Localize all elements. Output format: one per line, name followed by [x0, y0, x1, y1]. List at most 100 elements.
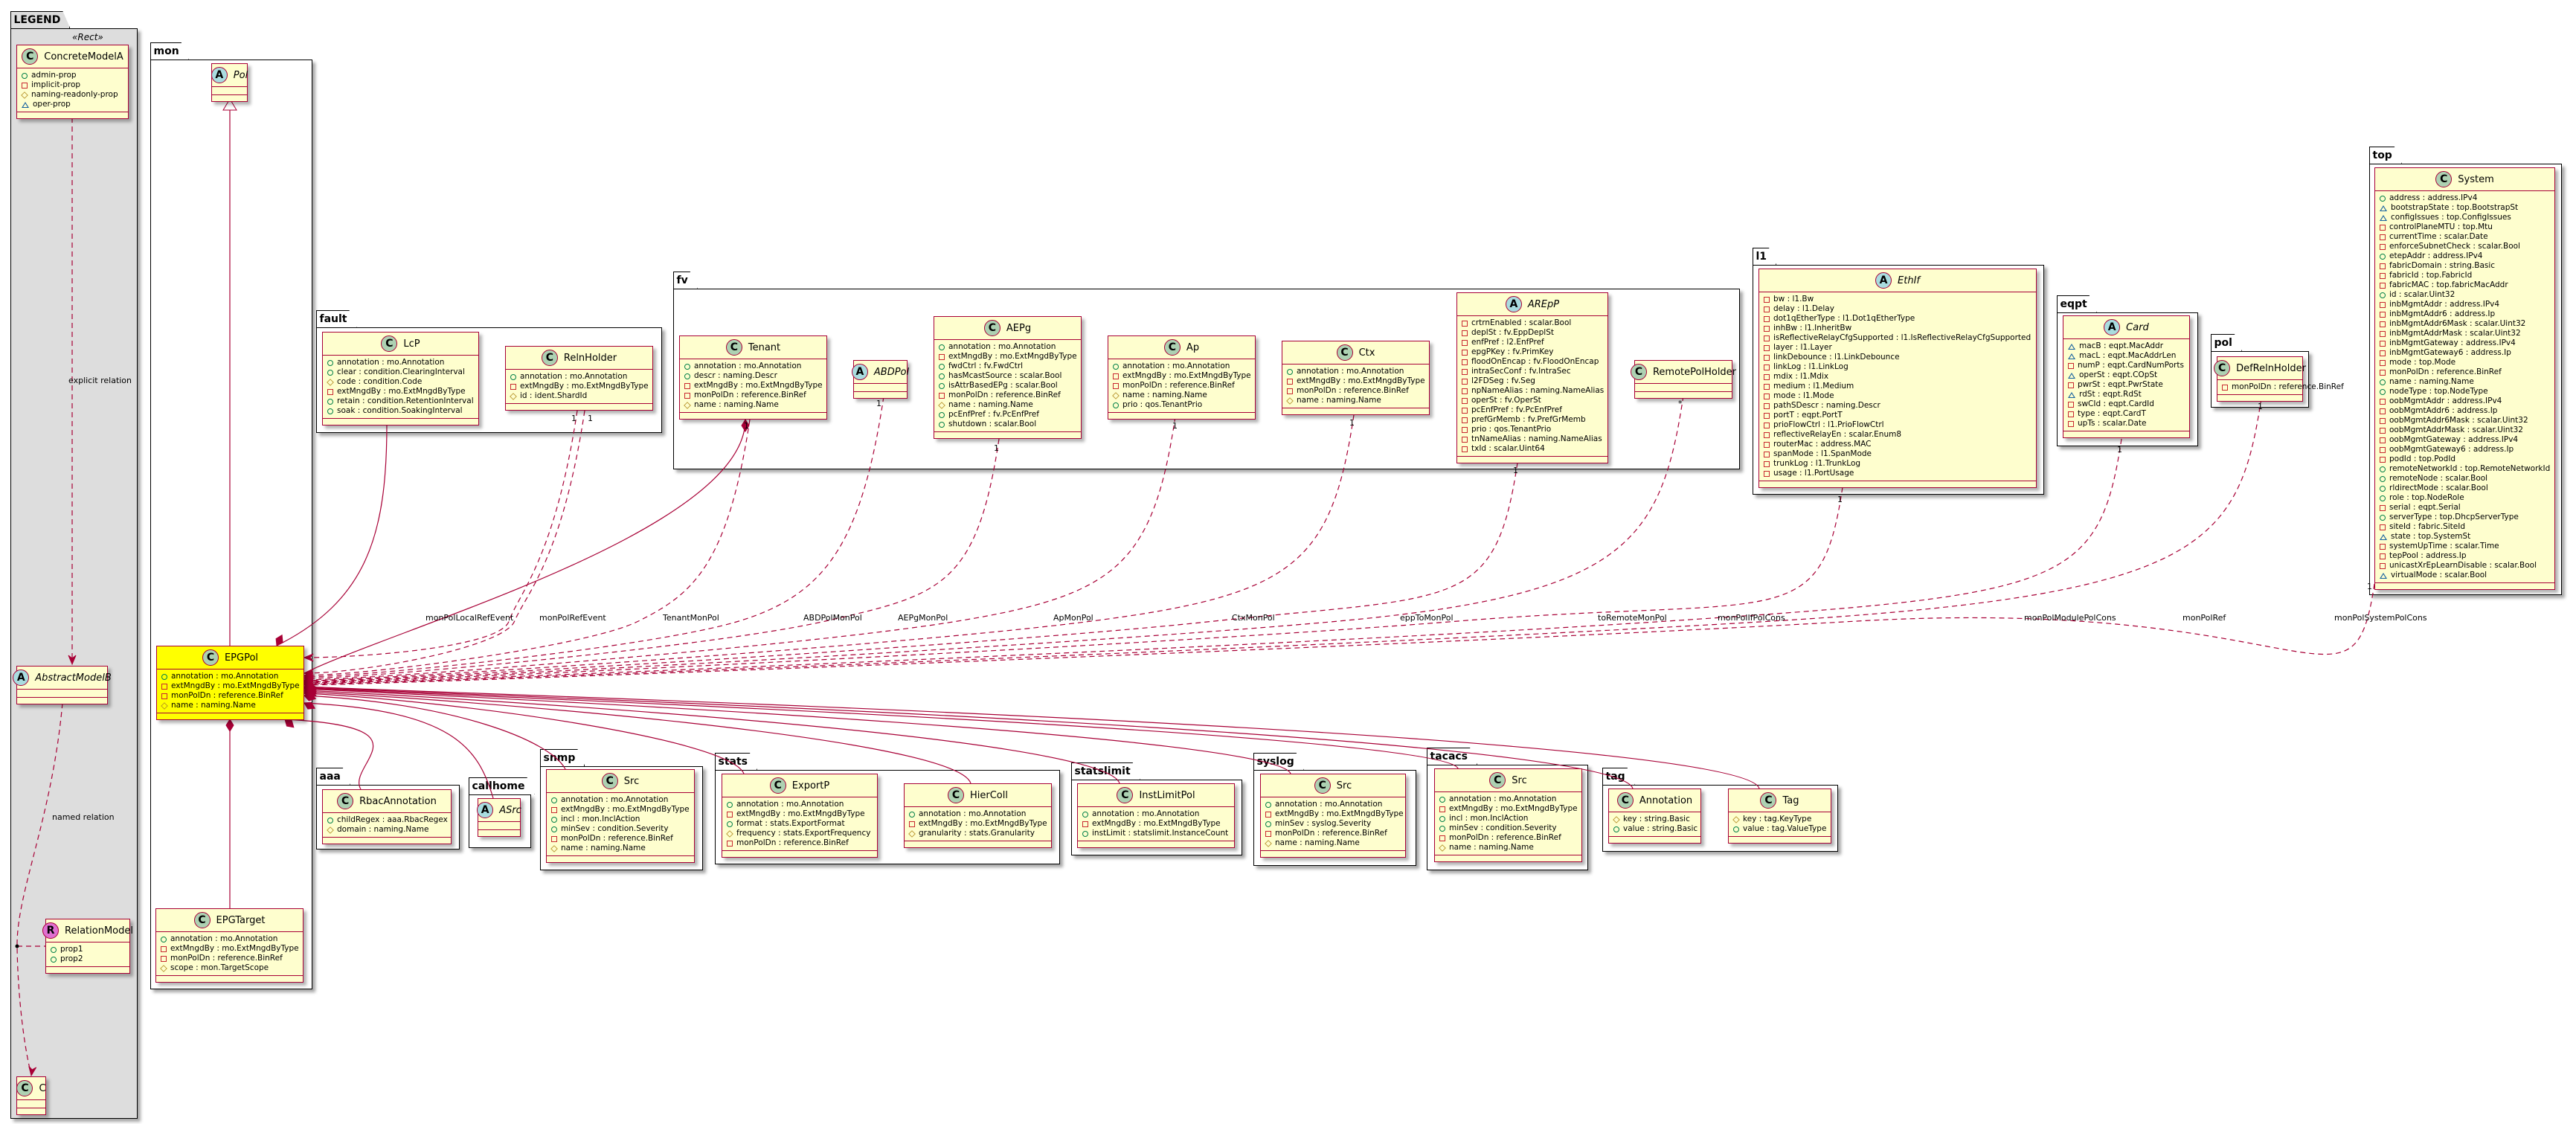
attribute: monPolDn : reference.BinRef [1287, 386, 1424, 396]
attribute: floodOnEncap : fv.FloodOnEncap [1462, 357, 1603, 367]
attribute: extMngdBy : mo.ExtMngdByType [1287, 376, 1425, 386]
class-methods [1435, 855, 1581, 861]
package-tab: statslimit [1071, 762, 1140, 780]
class-EPGTarget[interactable]: C EPGTarget annotation : mo.Annotation extM… [155, 908, 303, 983]
attribute-text: extMngdBy : mo.ExtMngdByType [1275, 809, 1404, 818]
attribute-text: epgPKey : fv.PrimKey [1471, 347, 1554, 356]
class-ExportP[interactable]: C ExportP annotation : mo.Annotation extMng… [722, 774, 878, 858]
attribute: implicit-prop [22, 80, 123, 90]
private-icon [1764, 373, 1770, 380]
attribute: name : naming.Name [161, 701, 299, 710]
attribute-text: prio : qos.TenantPrio [1122, 400, 1203, 409]
class-header: A EthIf [1759, 269, 2036, 292]
class-methods [1108, 413, 1255, 419]
class-snmpSrc[interactable]: C Src annotation : mo.Annotation extMngdBy … [546, 769, 695, 863]
private-icon [1287, 388, 1293, 394]
class-attributes: crtrnEnabled : scalar.Bool deplSt : fv.Ep… [1457, 316, 1607, 457]
attribute-text: hasMcastSource : scalar.Bool [948, 371, 1062, 380]
class-attributes [478, 822, 520, 830]
class-methods [2375, 583, 2554, 589]
attribute-text: type : eqpt.CardT [2078, 409, 2146, 418]
attribute-text: annotation : mo.Annotation [1275, 800, 1383, 809]
class-RbacAnnotation[interactable]: C RbacAnnotation childRegex : aaa.RbacRege… [322, 789, 452, 844]
class-header: C RbacAnnotation [323, 790, 451, 813]
private-icon [1764, 383, 1770, 390]
class-Tenant[interactable]: C Tenant annotation : mo.Annotation descr :… [679, 335, 827, 420]
attribute-text: reflectiveRelayEn : scalar.Enum8 [1773, 430, 1902, 439]
class-LcP[interactable]: C LcP annotation : mo.Annotation clear : co… [322, 332, 479, 425]
relation-label: monPolModulePolCons [2024, 613, 2116, 623]
attribute-text: oobMgmtAddrMask : scalar.Uint32 [2389, 425, 2523, 434]
class-header: C Tenant [680, 336, 826, 359]
private-icon [1764, 402, 1770, 409]
private-icon [1462, 397, 1468, 404]
class-syslogSrc[interactable]: C Src annotation : mo.Annotation extMngdBy … [1260, 774, 1406, 858]
attribute-text: inbMgmtGateway6 : address.Ip [2389, 348, 2511, 357]
attribute-text: annotation : mo.Annotation [948, 342, 1056, 351]
package-icon [2068, 372, 2075, 379]
class-name: RelationModel [65, 925, 133, 937]
public-icon [939, 382, 945, 389]
private-icon [2380, 350, 2386, 356]
private-icon [1462, 378, 1468, 385]
class-System[interactable]: C System address : address.IPv4 bootstrapSt… [2374, 167, 2555, 590]
public-icon [327, 369, 333, 376]
class-TagAnnotation[interactable]: C Annotation key : string.Basic value : str… [1608, 789, 1701, 844]
class-attributes [17, 1100, 45, 1108]
attribute: npNameAlias : naming.NameAlias [1462, 386, 1604, 396]
class-RelnHolder[interactable]: C RelnHolder annotation : mo.Annotation ext… [505, 346, 653, 411]
attribute-text: operSt : fv.OperSt [1471, 396, 1541, 405]
class-ABDPol[interactable]: A ABDPol [851, 360, 909, 399]
attribute-text: name : naming.Name [948, 400, 1033, 409]
class-name: DefRelnHolder [2236, 362, 2306, 374]
class-name: Src [623, 775, 640, 787]
class-attributes: key : string.Basic value : string.Basic [1609, 812, 1700, 837]
protected-icon [550, 844, 558, 852]
class-InstLimitPol[interactable]: C InstLimitPol annotation : mo.Annotation e… [1077, 783, 1235, 848]
class-ConcreteModelA[interactable]: C ConcreteModelA admin-prop implicit-prop na… [16, 45, 129, 119]
class-EthIf[interactable]: A EthIf bw : l1.Bw delay : l1.Delay dot1qEth… [1758, 269, 2037, 488]
class-badge-icon: C [16, 1080, 33, 1096]
protected-icon [1286, 396, 1294, 405]
class-EPGPol[interactable]: C EPGPol annotation : mo.Annotation extMngd… [156, 646, 304, 720]
class-RemotePolHolder[interactable]: C RemotePolHolder [1630, 360, 1736, 399]
attribute: inbMgmtGateway6 : address.Ip [2380, 348, 2550, 358]
attribute-text: annotation : mo.Annotation [1449, 794, 1557, 803]
class-tacacsSrc[interactable]: C Src annotation : mo.Annotation extMngdBy … [1434, 768, 1582, 862]
class-DefRelnHolder[interactable]: C DefRelnHolder monPolDn : reference.BinRe… [2214, 356, 2344, 402]
class-Ctx[interactable]: C Ctx annotation : mo.Annotation extMngdBy … [1282, 341, 1430, 415]
attribute: annotation : mo.Annotation [161, 672, 299, 681]
class-AEPg[interactable]: C AEPg annotation : mo.Annotation extMngdBy… [934, 316, 1082, 439]
multiplicity: 1 [994, 443, 999, 453]
multiplicity: 1 [744, 421, 749, 431]
attribute: name : naming.Name [2380, 377, 2550, 387]
class-AbstractModelB[interactable]: A AbstractModelB [13, 666, 112, 704]
attribute: prio : qos.TenantPrio [1113, 400, 1250, 410]
public-icon [51, 946, 57, 953]
attribute: key : string.Basic [1613, 815, 1696, 824]
class-HierColl[interactable]: C HierColl annotation : mo.Annotation extMn… [904, 783, 1052, 848]
class-Pol[interactable]: A Pol [211, 63, 248, 102]
class-badge-icon: C [193, 912, 211, 928]
private-icon [2380, 321, 2386, 327]
attribute: pcEnfPref : fv.PcEnfPref [1462, 405, 1603, 415]
class-ASrc[interactable]: A ASrc [477, 798, 521, 837]
class-badge-icon: C [22, 48, 39, 65]
private-icon [1462, 330, 1468, 336]
class-RelationModel[interactable]: R RelationModel prop1 prop2 [42, 919, 133, 974]
class-methods [1282, 408, 1429, 414]
class-Ap[interactable]: C Ap annotation : mo.Annotation extMngdBy :… [1108, 335, 1256, 420]
public-icon [1439, 796, 1445, 803]
private-icon [684, 392, 690, 399]
class-Tag[interactable]: C Tag key : tag.KeyType value : tag.ValueTy… [1728, 789, 1831, 844]
class-methods [157, 713, 303, 719]
attribute: granularity : stats.Granularity [908, 829, 1047, 838]
class-AREpP[interactable]: A AREpP crtrnEnabled : scalar.Bool deplSt :… [1456, 292, 1608, 463]
public-icon [727, 801, 733, 808]
attribute: pcEnfPref : fv.PcEnfPref [939, 410, 1076, 420]
class-Card[interactable]: A Card macB : eqpt.MacAddr macL : eqpt.MacA… [2063, 315, 2190, 438]
attribute: naming-readonly-prop [21, 90, 123, 100]
private-icon [1265, 830, 1271, 837]
class-badge-icon: C [1489, 772, 1506, 789]
